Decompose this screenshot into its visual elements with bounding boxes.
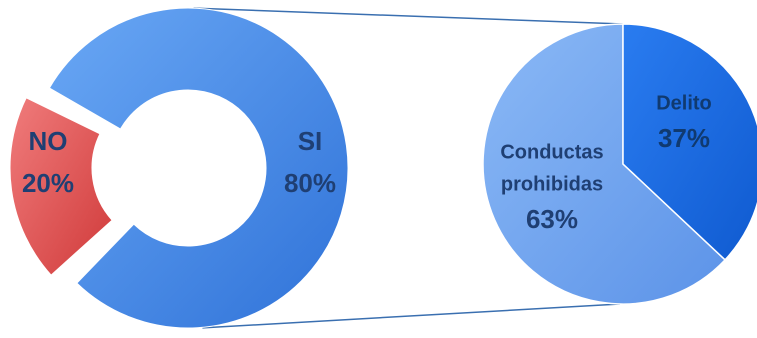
donut-value-no: 20% xyxy=(22,168,74,198)
connector-line-bottom xyxy=(202,303,621,329)
pie-label-delito: Delito xyxy=(656,92,712,114)
pie-label-conductas-line1: Conductas xyxy=(500,141,603,163)
pie-value-conductas: 63% xyxy=(526,204,578,234)
donut-slice-no xyxy=(9,97,113,276)
pie-slice-conductas-prohibidas xyxy=(482,23,727,305)
connector-lines xyxy=(193,7,624,329)
breakdown-pie-chart: Delito 37% Conductas prohibidas 63% xyxy=(482,23,757,305)
donut-chart: SI 80% NO 20% xyxy=(9,7,349,329)
pie-value-delito: 37% xyxy=(658,123,710,153)
donut-label-si: SI xyxy=(298,126,323,156)
connector-line-top xyxy=(193,7,624,25)
pie-label-conductas-line2: prohibidas xyxy=(501,173,603,195)
donut-label-no: NO xyxy=(29,126,68,156)
pie-slice-delito xyxy=(622,23,757,261)
donut-slice-si xyxy=(48,7,349,329)
donut-value-si: 80% xyxy=(284,168,336,198)
